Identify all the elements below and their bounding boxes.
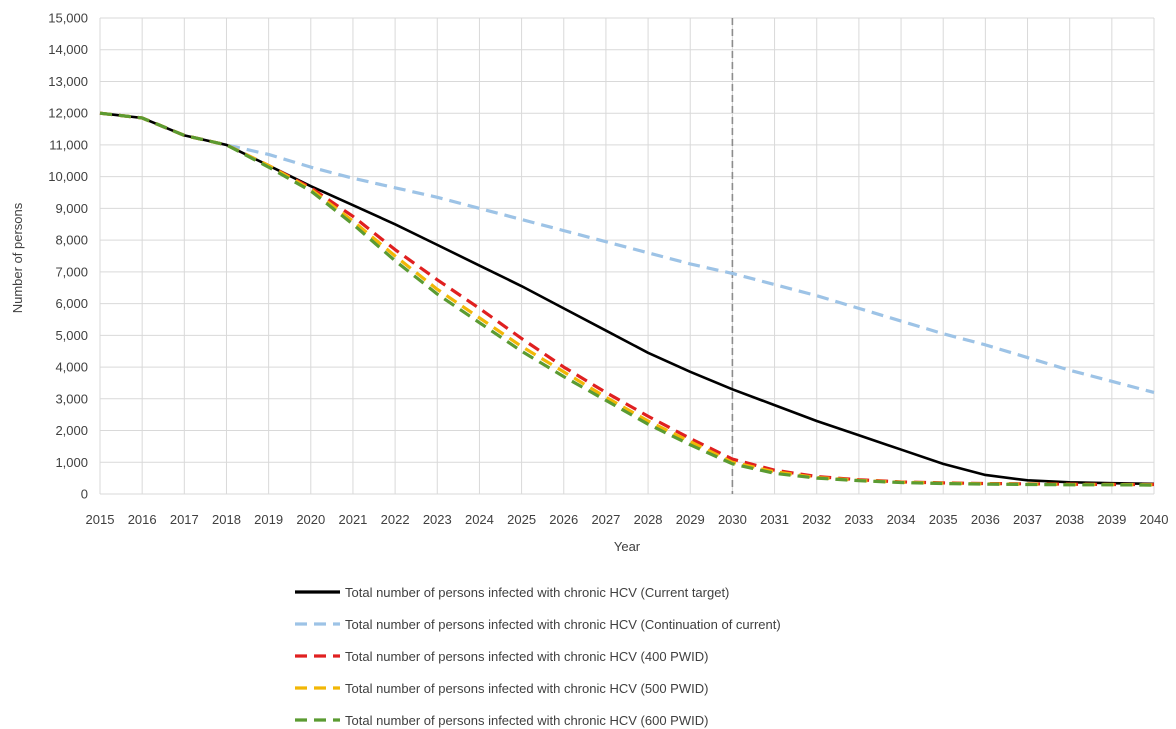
x-tick-label: 2023 <box>423 512 452 527</box>
y-tick-label: 14,000 <box>48 42 88 57</box>
legend-label: Total number of persons infected with ch… <box>345 585 729 600</box>
y-tick-label: 15,000 <box>48 11 88 26</box>
y-tick-label: 2,000 <box>55 423 88 438</box>
x-tick-label: 2032 <box>802 512 831 527</box>
x-tick-label: 2029 <box>676 512 705 527</box>
x-tick-label: 2024 <box>465 512 494 527</box>
x-tick-label: 2034 <box>887 512 916 527</box>
series-line-0 <box>99 111 1155 486</box>
x-tick-label: 2018 <box>212 512 241 527</box>
x-tick-label: 2028 <box>634 512 663 527</box>
tick-label-layer: 0 1,000 2,000 3,000 4,000 5,000 6,000 7,000 8,00… <box>48 11 1168 528</box>
series-line-1 <box>99 111 1155 394</box>
x-tick-label: 2031 <box>760 512 789 527</box>
y-tick-label: 13,000 <box>48 74 88 89</box>
y-tick-label: 11,000 <box>49 137 88 152</box>
y-tick-label: 12,000 <box>48 106 88 121</box>
series-line-4 <box>99 111 1155 487</box>
x-tick-label: 2027 <box>591 512 620 527</box>
x-tick-label: 2017 <box>170 512 199 527</box>
grid-layer <box>99 17 1155 495</box>
y-tick-label: 3,000 <box>55 391 88 406</box>
x-tick-label: 2015 <box>86 512 115 527</box>
y-tick-label: 4,000 <box>55 360 88 375</box>
x-tick-label: 2026 <box>549 512 578 527</box>
y-tick-label: 7,000 <box>55 264 88 279</box>
y-tick-label: 10,000 <box>48 169 88 184</box>
series-line-3 <box>99 111 1155 487</box>
x-tick-label: 2036 <box>971 512 1000 527</box>
x-tick-label: 2038 <box>1055 512 1084 527</box>
x-tick-label: 2016 <box>128 512 157 527</box>
y-tick-label: 1,000 <box>55 455 88 470</box>
x-tick-label: 2035 <box>929 512 958 527</box>
y-tick-label: 8,000 <box>55 233 88 248</box>
y-tick-label: 9,000 <box>55 201 88 216</box>
x-tick-label: 2019 <box>254 512 283 527</box>
legend-label: Total number of persons infected with ch… <box>345 649 708 664</box>
y-tick-label: 6,000 <box>55 296 88 311</box>
y-tick-label: 0 <box>81 487 88 502</box>
y-tick-label: 5,000 <box>55 328 88 343</box>
x-tick-label: 2022 <box>381 512 410 527</box>
x-tick-label: 2033 <box>844 512 873 527</box>
series-layer <box>99 111 1155 487</box>
x-tick-label: 2025 <box>507 512 536 527</box>
x-tick-label: 2039 <box>1097 512 1126 527</box>
x-tick-label: 2020 <box>296 512 325 527</box>
legend: Total number of persons infected with ch… <box>295 585 781 728</box>
x-axis-title: Year <box>614 539 641 554</box>
x-tick-label: 2040 <box>1140 512 1169 527</box>
x-tick-label: 2037 <box>1013 512 1042 527</box>
legend-label: Total number of persons infected with ch… <box>345 617 781 632</box>
x-tick-label: 2030 <box>718 512 747 527</box>
y-axis-title: Number of persons <box>10 202 25 313</box>
legend-label: Total number of persons infected with ch… <box>345 713 708 728</box>
x-tick-label: 2021 <box>338 512 367 527</box>
legend-label: Total number of persons infected with ch… <box>345 681 708 696</box>
series-line-2 <box>99 111 1154 487</box>
